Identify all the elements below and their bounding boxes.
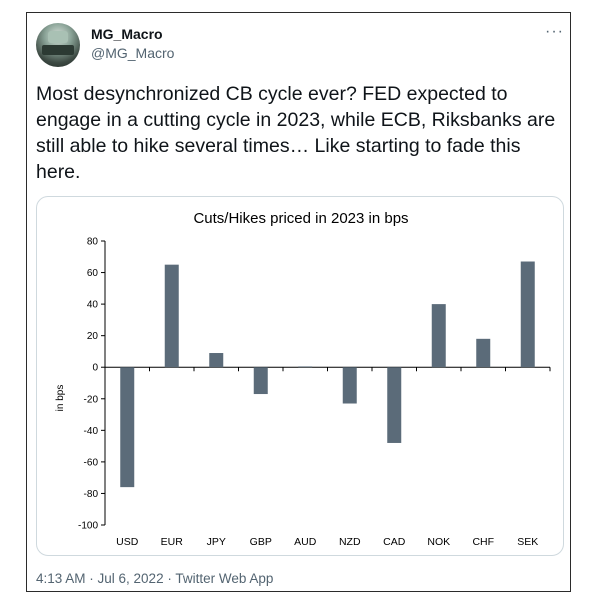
y-tick-label: -60 <box>84 457 99 468</box>
bar-jpy <box>209 353 224 368</box>
x-tick-label: CAD <box>383 536 406 548</box>
author-handle[interactable]: @MG_Macro <box>91 45 175 61</box>
x-tick-label: CHF <box>472 536 494 548</box>
y-tick-label: 20 <box>87 331 99 342</box>
bar-chart: Cuts/Hikes priced in 2023 in bps in bps … <box>55 210 551 548</box>
bar-cad <box>387 367 402 443</box>
y-tick-label: 80 <box>87 237 99 248</box>
bar-nzd <box>342 367 357 404</box>
y-tick-label: 40 <box>87 300 99 311</box>
bar-nok <box>431 304 446 368</box>
x-tick-label: GBP <box>250 536 272 548</box>
y-tick-label: 60 <box>87 268 99 279</box>
bar-sek <box>520 261 535 368</box>
y-axis-label: in bps <box>55 385 66 412</box>
y-tick-label: -80 <box>84 489 99 500</box>
y-tick-label: 0 <box>92 363 98 374</box>
tweet-text: Most desynchronized CB cycle ever? FED e… <box>36 83 556 183</box>
bar-chf <box>476 338 491 368</box>
y-tick-label: -100 <box>78 521 98 532</box>
bar-eur <box>164 264 179 368</box>
bar-aud <box>298 366 313 368</box>
timestamp[interactable]: 4:13 AM · Jul 6, 2022 · Twitter Web App <box>36 571 274 586</box>
x-tick-label: JPY <box>207 536 226 548</box>
chart-title: Cuts/Hikes priced in 2023 in bps <box>193 210 408 227</box>
more-options-icon[interactable]: ··· <box>545 23 564 40</box>
x-tick-label: AUD <box>294 536 317 548</box>
x-tick-label: USD <box>116 536 139 548</box>
x-tick-label: SEK <box>517 536 538 548</box>
x-tick-label: NOK <box>427 536 450 548</box>
bar-gbp <box>253 367 268 395</box>
tweet-card: MG_Macro @MG_Macro ··· Most desynchroniz… <box>26 12 571 592</box>
avatar[interactable] <box>36 23 80 67</box>
x-tick-label: EUR <box>161 536 184 548</box>
chart-image[interactable]: Cuts/Hikes priced in 2023 in bps in bps … <box>36 196 564 556</box>
y-tick-label: -40 <box>84 426 99 437</box>
author-name[interactable]: MG_Macro <box>91 26 163 42</box>
y-tick-label: -20 <box>84 394 99 405</box>
bar-usd <box>120 367 135 488</box>
x-tick-label: NZD <box>339 536 361 548</box>
